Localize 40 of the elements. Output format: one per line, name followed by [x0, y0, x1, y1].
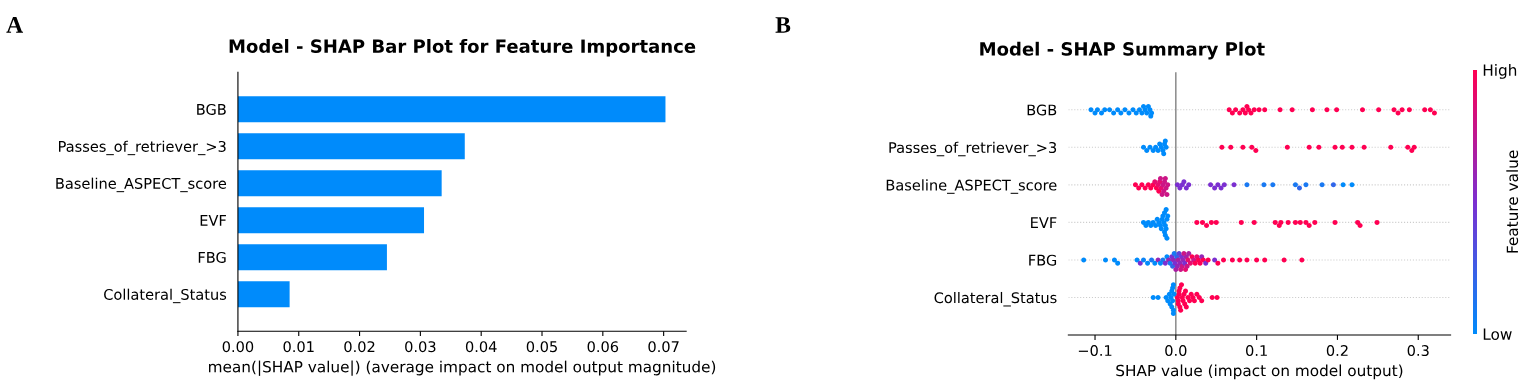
- y-tick-label: EVF: [1031, 217, 1057, 228]
- color-bar-label: High: [1483, 64, 1517, 79]
- bar: [237, 207, 425, 234]
- x-tick-label: 0.2: [1326, 345, 1348, 357]
- text: A: [6, 17, 24, 33]
- y-tick-label: Passes_of_retriever_>3: [889, 141, 1057, 157]
- chart-title: Model - SHAP Bar Plot for Feature Importance: [229, 39, 696, 57]
- x-tick-label: −0.1: [1078, 345, 1112, 357]
- bar: [237, 244, 387, 271]
- x-tick-label: 0.3: [1407, 345, 1429, 357]
- x-tick-label: 0.1: [1246, 345, 1267, 357]
- y-tick-label: Baseline_ASPECT_score: [886, 179, 1057, 194]
- text: B: [775, 17, 791, 33]
- y-tick-label: Baseline_ASPECT_score: [56, 177, 227, 193]
- x-tick-label: 0.06: [587, 341, 619, 353]
- chart-title: Model - SHAP Summary Plot: [980, 41, 1265, 60]
- y-tick-label: EVF: [200, 215, 226, 226]
- x-tick-label: 0.02: [344, 341, 375, 353]
- y-tick-label: Passes_of_retriever_>3: [59, 140, 226, 156]
- y-tick-label: FBG: [198, 251, 226, 263]
- y-tick-label: BGB: [197, 103, 226, 115]
- y-tick-label: BGB: [1027, 104, 1057, 116]
- x-tick-label: 0.07: [648, 341, 679, 353]
- x-axis-title: SHAP value (impact on model output): [1116, 364, 1403, 380]
- color-bar-title: Feature value: [1506, 150, 1519, 253]
- y-tick-label: Collateral_Status: [934, 291, 1057, 307]
- y-tick-label: FBG: [1029, 254, 1057, 266]
- x-axis-title: mean(|SHAP value|) (average impact on model output magnitude): [209, 360, 716, 376]
- color-bar-label: Low: [1483, 328, 1512, 340]
- bar: [237, 170, 442, 197]
- bar: [237, 96, 666, 123]
- x-tick-label: 0.00: [222, 341, 254, 353]
- bar: [237, 133, 465, 160]
- y-tick-label: Collateral_Status: [104, 288, 227, 304]
- x-tick-label: 0.05: [526, 341, 557, 353]
- x-tick-label: 0.01: [283, 341, 314, 353]
- x-tick-label: 0.04: [465, 341, 497, 353]
- bar: [237, 281, 290, 308]
- x-tick-label: 0.0: [1165, 345, 1187, 357]
- x-tick-label: 0.03: [405, 341, 436, 353]
